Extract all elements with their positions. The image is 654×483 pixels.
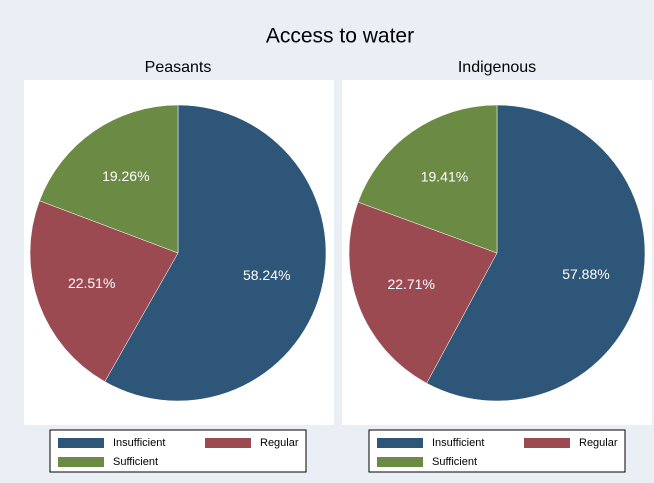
data-label: 22.71% bbox=[387, 276, 434, 292]
data-label: 58.24% bbox=[243, 267, 290, 283]
pie-slice bbox=[29, 200, 179, 382]
legend-swatch bbox=[58, 438, 104, 448]
legend-swatch bbox=[205, 438, 251, 448]
legend-swatch bbox=[377, 457, 423, 467]
legend-label: Insufficient bbox=[113, 437, 165, 449]
data-label: 19.26% bbox=[102, 168, 149, 184]
legend-swatch bbox=[524, 438, 570, 448]
chart-title: Access to water bbox=[266, 25, 414, 48]
panel-title: Peasants bbox=[145, 59, 212, 76]
data-label: 19.41% bbox=[421, 168, 468, 184]
legend-label: Sufficient bbox=[432, 456, 477, 468]
panel-title: Indigenous bbox=[458, 59, 536, 76]
legend-label: Insufficient bbox=[432, 437, 484, 449]
legend-label: Regular bbox=[579, 437, 618, 449]
pie-slice bbox=[104, 104, 327, 402]
data-label: 22.51% bbox=[68, 275, 115, 291]
legend-swatch bbox=[377, 438, 423, 448]
pie-slice bbox=[348, 201, 498, 384]
legend-label: Sufficient bbox=[113, 456, 158, 468]
pie-slice bbox=[426, 104, 646, 402]
pie-slice bbox=[357, 104, 498, 254]
pie-slice bbox=[39, 104, 179, 254]
data-label: 57.88% bbox=[562, 266, 609, 282]
legend-swatch bbox=[58, 457, 104, 467]
legend-label: Regular bbox=[260, 437, 299, 449]
